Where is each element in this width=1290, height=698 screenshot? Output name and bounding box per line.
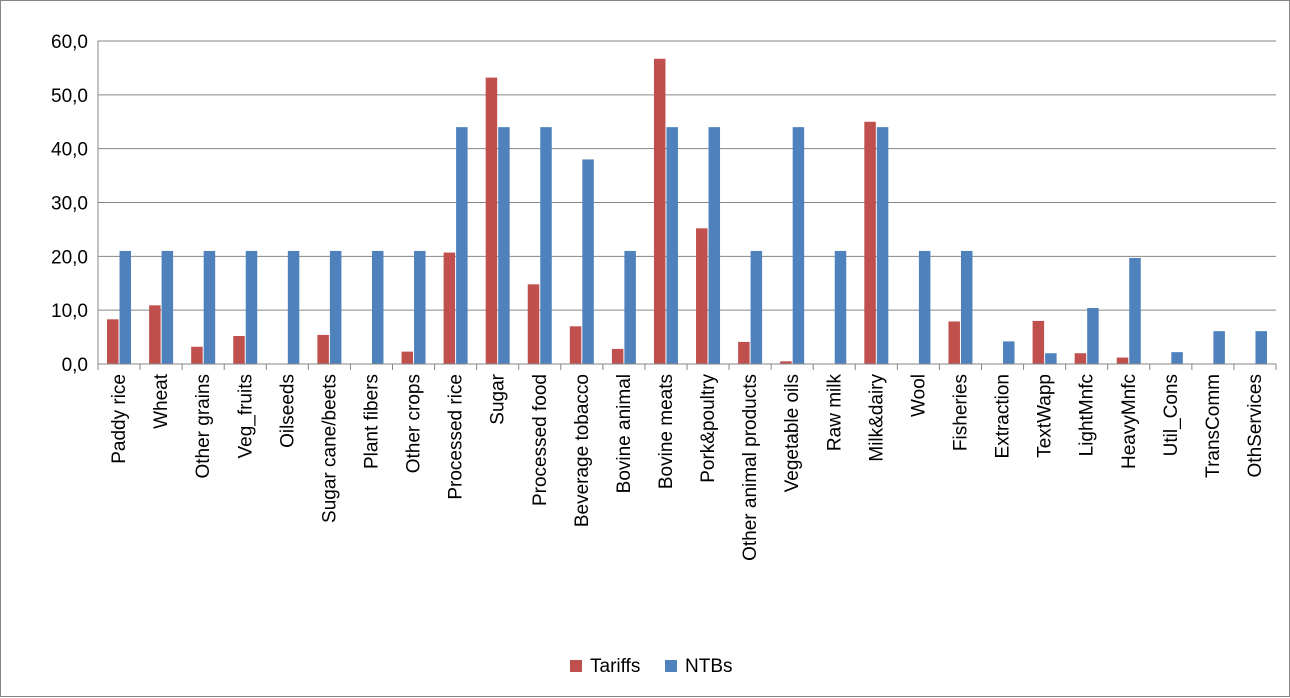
axes <box>97 41 1277 370</box>
bar-tariffs <box>611 348 624 364</box>
bar-tariffs <box>738 341 750 364</box>
bar-ntbs <box>1003 341 1015 364</box>
bar-ntbs <box>792 127 805 364</box>
bar-tariffs <box>569 326 582 364</box>
bar-tariffs <box>401 351 414 364</box>
bar-ntbs <box>666 127 678 364</box>
legend-label-ntbs: NTBs <box>685 656 733 677</box>
x-category-label: Fisheries <box>950 374 971 451</box>
bar-tariffs <box>527 284 540 364</box>
bar-tariffs <box>696 228 708 364</box>
bar-tariffs <box>1116 357 1129 364</box>
x-category-label: Milk&dairy <box>866 374 887 462</box>
bar-ntbs <box>245 250 258 364</box>
x-category-label: Paddy rice <box>109 374 130 464</box>
x-category-label: Wool <box>908 374 929 417</box>
bar-ntbs <box>203 250 216 364</box>
bar-ntbs <box>456 127 468 364</box>
x-category-labels: Paddy rice Wheat Other grains Veg_fruits Oil… <box>109 373 1266 561</box>
x-category-label: Sugar <box>488 373 509 424</box>
x-category-label: Raw milk <box>824 374 845 452</box>
bar-tariffs <box>443 252 456 364</box>
bar-tariffs <box>1074 353 1087 364</box>
bar-ntbs <box>1087 308 1099 364</box>
y-tick-label: 30,0 <box>51 194 88 215</box>
x-category-label: Other animal products <box>740 374 761 561</box>
bar-tariffs <box>107 319 119 364</box>
bar-tariffs <box>864 121 876 364</box>
bar-ntbs <box>960 250 973 364</box>
bar-ntbs <box>329 250 342 364</box>
bar-ntbs <box>624 250 636 364</box>
x-category-label: HeavyMnfc <box>1119 374 1140 469</box>
bar-ntbs <box>498 127 510 364</box>
bar-tariffs <box>653 58 666 364</box>
bar-ntbs <box>582 159 594 364</box>
x-category-label: Util_Cons <box>1161 374 1182 456</box>
y-tick-label: 0,0 <box>62 355 88 376</box>
legend-swatch-ntbs <box>665 660 677 672</box>
bar-ntbs <box>834 250 847 364</box>
bar-tariffs <box>233 336 245 364</box>
x-category-label: Processed rice <box>446 374 467 500</box>
x-category-label: Other crops <box>404 374 425 473</box>
x-category-label: Bovine animal <box>614 374 635 493</box>
bar-tariffs <box>317 334 329 364</box>
gridlines <box>98 40 1276 311</box>
x-category-label: Plant fibers <box>361 374 382 469</box>
x-category-label: Vegetable oils <box>782 374 803 492</box>
bar-tariffs <box>485 77 498 365</box>
bar-ntbs <box>371 250 384 364</box>
x-category-label: Wheat <box>151 373 172 429</box>
bar-tariffs <box>191 346 203 364</box>
bar-ntbs <box>540 127 552 364</box>
x-category-label: Veg_fruits <box>235 374 256 459</box>
legend: Tariffs NTBs <box>570 656 733 677</box>
x-category-label: Other grains <box>193 374 214 479</box>
x-category-label: Sugar cane/beets <box>319 374 340 523</box>
x-category-label: Beverage tobacco <box>572 374 593 527</box>
x-category-label: TransComm <box>1203 374 1224 478</box>
y-tick-labels: 0,0 10,0 20,0 30,0 40,0 50,0 60,0 <box>51 32 88 376</box>
bars <box>107 58 1267 365</box>
bar-ntbs <box>1045 353 1057 364</box>
legend-swatch-tariffs <box>570 660 582 672</box>
x-category-label: Processed food <box>530 374 551 506</box>
bar-ntbs <box>876 127 889 364</box>
bar-ntbs <box>161 250 174 364</box>
bar-tariffs <box>780 361 792 364</box>
legend-label-tariffs: Tariffs <box>590 656 640 677</box>
bar-ntbs <box>750 250 763 364</box>
bar-ntbs <box>1129 257 1141 364</box>
x-category-label: TextWapp <box>1035 374 1056 458</box>
bar-ntbs <box>918 250 931 364</box>
y-tick-label: 20,0 <box>51 247 88 268</box>
bar-ntbs <box>708 127 721 364</box>
bar-ntbs <box>119 250 132 364</box>
bar-ntbs <box>414 250 426 364</box>
bar-ntbs <box>1255 331 1267 364</box>
x-category-label: Oilseeds <box>277 374 298 448</box>
bar-tariffs <box>1032 320 1045 364</box>
y-tick-label: 50,0 <box>51 86 88 107</box>
x-category-label: Extraction <box>993 374 1014 458</box>
bar-tariffs <box>149 305 161 364</box>
x-category-label: LightMnfc <box>1077 374 1098 456</box>
bar-ntbs <box>287 250 300 364</box>
bar-ntbs <box>1171 352 1183 364</box>
bar-ntbs <box>1213 331 1225 364</box>
y-tick-label: 40,0 <box>51 140 88 161</box>
y-tick-label: 60,0 <box>51 32 88 53</box>
y-tick-label: 10,0 <box>51 301 88 322</box>
x-category-label: Bovine meats <box>656 374 677 489</box>
x-category-label: OthServices <box>1245 374 1266 477</box>
bar-tariffs <box>948 321 960 364</box>
x-category-label: Pork&poultry <box>698 374 719 483</box>
